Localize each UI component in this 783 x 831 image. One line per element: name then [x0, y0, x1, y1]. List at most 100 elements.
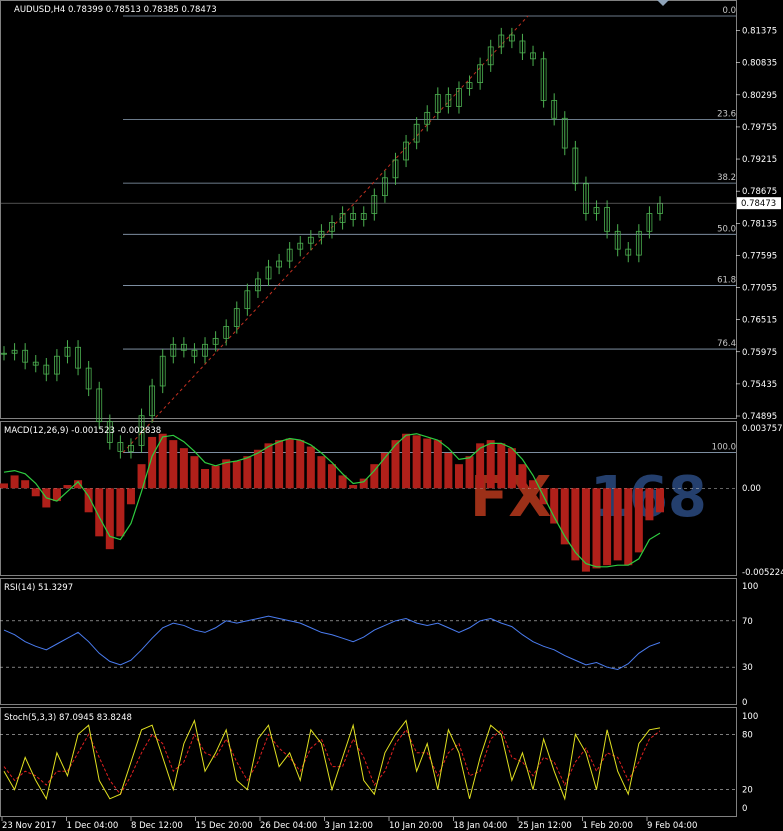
candle-body	[413, 123, 420, 143]
macd-bar	[476, 443, 485, 489]
candle-body	[456, 88, 462, 107]
price-tick-label: 0.80835	[742, 59, 777, 69]
macd-bar	[275, 440, 284, 489]
rsi-tick-label: 30	[742, 663, 753, 673]
macd-bar	[571, 488, 580, 561]
candle-body	[22, 349, 29, 363]
candle-body	[265, 266, 272, 280]
macd-bar	[529, 480, 538, 489]
stoch-tick-label: 20	[742, 786, 753, 796]
candle-body	[466, 82, 473, 89]
macd-bar	[63, 485, 72, 489]
rsi-panel-border	[0, 578, 737, 705]
macd-bar	[126, 488, 135, 505]
stoch-tick-label: 0	[742, 804, 747, 814]
macd-bar	[465, 456, 474, 489]
candle-body	[445, 94, 452, 107]
candle-body	[54, 355, 60, 375]
macd-bar	[52, 488, 61, 502]
stoch-series	[0, 719, 736, 801]
candle-body	[1, 352, 7, 355]
macd-bar	[179, 448, 188, 489]
chart-shift-marker-icon[interactable]	[657, 0, 669, 6]
fib-label: 76.4	[717, 339, 736, 349]
macd-bar	[137, 464, 146, 489]
price-tick-label: 0.79215	[742, 155, 777, 165]
candle-body	[255, 278, 261, 292]
macd-bar	[581, 488, 590, 572]
price-tick-label: 0.79755	[742, 123, 777, 133]
price-tick-label: 0.77595	[742, 251, 777, 261]
candle-body	[604, 207, 610, 232]
candle-body	[64, 346, 71, 357]
macd-header: MACD(12,26,9) -0.001523 -0.002838	[4, 426, 161, 436]
macd-bar	[402, 433, 411, 489]
candle-body	[43, 364, 50, 375]
x-tick-label: 26 Dec 04:00	[260, 821, 317, 831]
candle-body	[244, 290, 251, 310]
candle-body	[117, 442, 124, 452]
macd-bar	[306, 446, 315, 489]
price-tick-label: 0.76515	[742, 316, 777, 326]
candle-body	[106, 421, 113, 443]
candle-body	[329, 221, 335, 232]
x-tick-label: 9 Feb 04:00	[647, 821, 697, 831]
price-tick-label: 0.80295	[742, 91, 777, 101]
rsi-tick-label: 100	[742, 582, 758, 592]
candle-body	[297, 242, 304, 250]
macd-bar	[116, 488, 125, 537]
candle-body	[635, 230, 642, 256]
fib-levels: 0.0 23.6 38.2 50.0 61.8 76.4 100.0	[122, 6, 736, 453]
macd-tick-label: 0.003757	[742, 424, 783, 434]
stoch-header: Stoch(5,3,3) 87.0945 83.8248	[4, 713, 132, 723]
candle-body	[583, 183, 589, 214]
macd-bar	[74, 480, 83, 489]
price-tick-label: 0.78135	[742, 219, 777, 229]
macd-bar	[232, 460, 241, 489]
fib-label: 61.8	[717, 275, 736, 285]
candle-body	[614, 230, 621, 250]
macd-bar	[624, 488, 633, 566]
macd-bar	[328, 464, 336, 489]
candle-body	[382, 177, 388, 197]
rsi-header: RSI(14) 51.3297	[4, 583, 73, 593]
x-tick-label: 25 Jan 12:00	[518, 821, 572, 831]
price-tick-label: 0.74895	[742, 412, 777, 422]
macd-bar	[317, 456, 326, 489]
price-tick-label: 0.75975	[742, 348, 777, 358]
main-panel-border	[0, 0, 737, 419]
candle-body	[170, 343, 177, 357]
macd-bar	[105, 488, 114, 550]
macd-bar	[158, 433, 167, 489]
current-price-box	[737, 197, 781, 210]
macd-bar	[201, 468, 210, 489]
macd-bar	[359, 478, 368, 489]
macd-bar	[296, 440, 305, 489]
candle-body	[96, 388, 103, 423]
x-tick-label: 15 Dec 20:00	[196, 821, 253, 831]
rsi-tick-label: 0	[742, 698, 747, 708]
stoch-signal-line	[3, 728, 661, 796]
candle-body	[32, 361, 39, 366]
macd-bar	[169, 440, 178, 489]
x-tick-label: 3 Jan 12:00	[325, 821, 373, 831]
candle-body	[593, 207, 600, 214]
candle-body	[371, 195, 378, 214]
candle-body	[212, 337, 219, 345]
candle-body	[85, 367, 92, 390]
candle-body	[360, 213, 367, 220]
x-tick-label: 8 Dec 12:00	[131, 821, 183, 831]
candle-body	[339, 213, 346, 223]
x-tick-label: 18 Jan 04:00	[454, 821, 508, 831]
candle-body	[561, 117, 568, 149]
macd-bar	[592, 488, 601, 569]
candle-body	[392, 159, 399, 179]
macd-bar	[497, 443, 506, 489]
price-tick-label: 0.77055	[742, 284, 777, 294]
macd-bar	[253, 449, 262, 489]
candle-body	[572, 147, 579, 185]
candle-body	[180, 343, 187, 351]
macd-bar	[148, 436, 157, 489]
macd-bar	[380, 452, 389, 489]
